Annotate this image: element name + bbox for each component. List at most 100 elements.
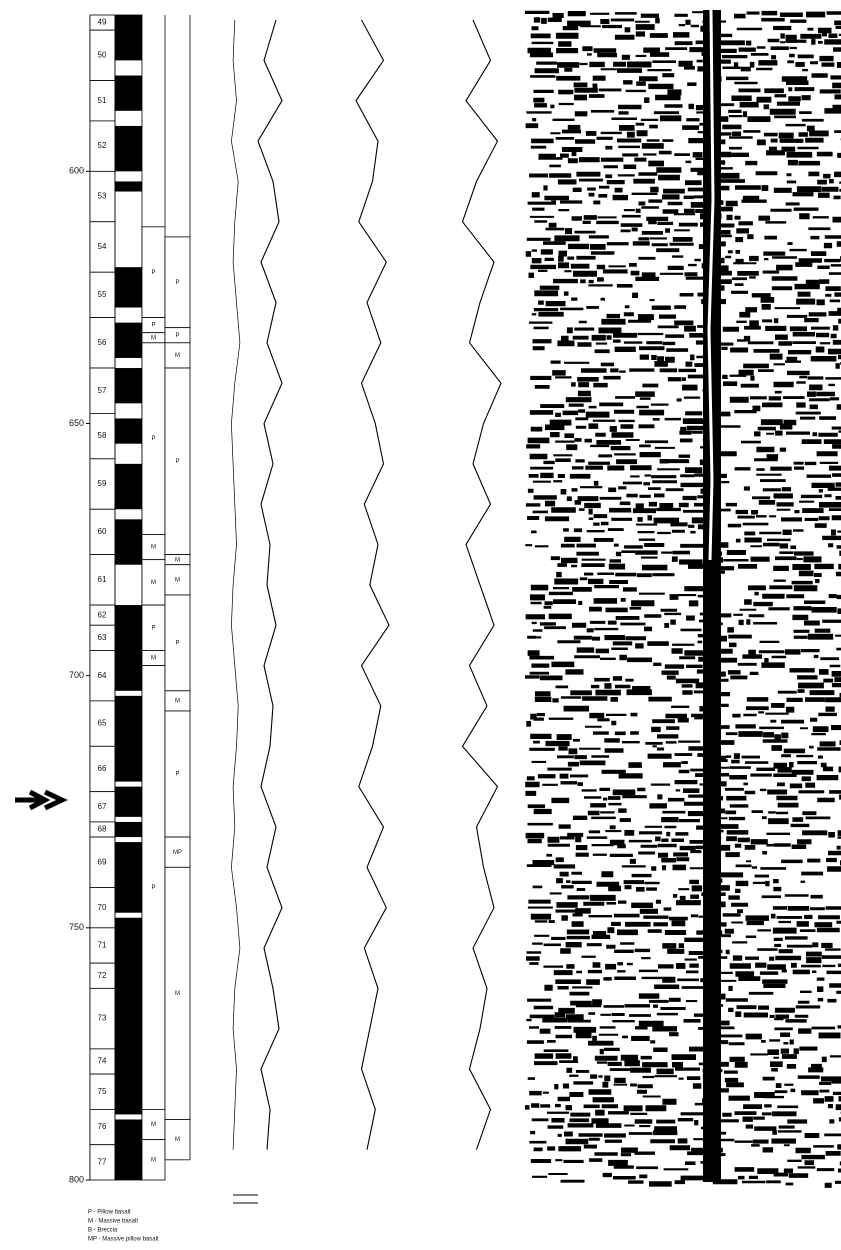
seismic-row xyxy=(526,1018,807,1027)
seismic-row xyxy=(577,389,835,397)
core-box xyxy=(89,80,116,122)
core-label: 56 xyxy=(98,338,107,347)
recovered-interval xyxy=(115,1119,142,1180)
recovered-interval xyxy=(115,842,142,913)
core-label: 49 xyxy=(98,18,107,27)
core-label: 51 xyxy=(98,96,107,105)
seismic-row xyxy=(565,396,840,403)
core-box xyxy=(89,508,116,556)
seismic-row xyxy=(525,1102,841,1112)
core-box xyxy=(89,1144,116,1181)
core-label: 67 xyxy=(98,802,107,811)
seismic-row xyxy=(533,304,841,314)
seismic-row xyxy=(538,157,821,167)
recovered-interval xyxy=(115,463,142,510)
core-label: 66 xyxy=(98,764,107,773)
lithology-unit xyxy=(164,367,191,556)
seismic-row xyxy=(550,556,822,565)
recovered-interval xyxy=(115,917,142,1115)
log-curve xyxy=(355,19,390,1150)
seismic-row xyxy=(525,787,841,796)
seismic-row xyxy=(529,745,841,755)
seismic-row xyxy=(533,325,839,334)
legend-entry: B - Breccia xyxy=(88,1228,118,1234)
lithology-label: M xyxy=(175,353,180,359)
seismic-row xyxy=(531,192,841,201)
seismic-row xyxy=(527,997,837,1006)
seismic-row xyxy=(559,871,824,878)
seismic-row xyxy=(532,339,841,347)
seismic-row xyxy=(576,550,841,557)
core-label: 68 xyxy=(98,825,107,834)
core-label: 64 xyxy=(98,671,107,680)
seismic-row xyxy=(528,899,749,908)
seismic-row xyxy=(534,1060,822,1069)
seismic-row xyxy=(553,969,841,977)
seismic-row xyxy=(529,1025,841,1034)
seismic-row xyxy=(527,633,841,642)
seismic-row xyxy=(530,731,826,740)
core-box xyxy=(89,120,116,172)
arrow xyxy=(15,789,68,811)
seismic-row xyxy=(550,360,841,369)
recovered-interval xyxy=(115,181,142,192)
seismic-row xyxy=(530,374,841,382)
core-box xyxy=(89,836,116,888)
core-label: 75 xyxy=(98,1087,107,1096)
seismic-row xyxy=(526,955,841,964)
seismic-row xyxy=(532,941,833,949)
lithology-label: P xyxy=(151,323,155,329)
seismic-band xyxy=(703,10,721,1182)
seismic-row xyxy=(555,976,825,985)
seismic-row xyxy=(530,465,841,473)
recovered-interval xyxy=(115,821,142,838)
depth-label: 800 xyxy=(69,1174,84,1184)
log-curve xyxy=(461,19,502,1150)
seismic-row xyxy=(527,836,841,846)
log-curve xyxy=(257,19,283,1150)
seismic-row xyxy=(528,269,841,278)
seismic-row xyxy=(527,486,841,495)
seismic-row xyxy=(525,612,809,621)
seismic-row xyxy=(593,521,827,530)
seismic-row xyxy=(543,458,839,466)
seismic-row xyxy=(531,759,827,769)
seismic-row xyxy=(531,136,841,146)
lithology-label: M xyxy=(151,656,156,662)
seismic-row xyxy=(546,850,841,858)
seismic-row xyxy=(532,346,841,355)
core-label: 65 xyxy=(98,719,107,728)
core-label: 62 xyxy=(98,610,107,619)
seismic-row xyxy=(560,1179,841,1188)
core-label: 74 xyxy=(98,1057,107,1066)
seismic-row xyxy=(529,52,834,62)
seismic-row xyxy=(530,584,818,592)
lithology-label: M xyxy=(151,1157,156,1163)
lithology-label: M xyxy=(151,1122,156,1128)
log-curve xyxy=(231,19,241,1150)
core-label: 61 xyxy=(98,575,107,584)
seismic-row xyxy=(538,297,841,307)
seismic-row xyxy=(532,507,841,515)
seismic-row xyxy=(527,801,799,809)
seismic-row xyxy=(534,290,841,298)
seismic-row xyxy=(529,171,841,181)
core-label: 72 xyxy=(98,971,107,980)
legend-entry: P - Pillow basalt xyxy=(88,1210,131,1216)
seismic-row xyxy=(532,626,831,634)
legend-entry: MP - Massive pillow basalt xyxy=(88,1237,159,1243)
recovered-interval xyxy=(115,605,142,691)
lithology-label: M xyxy=(151,580,156,586)
seismic-row xyxy=(531,311,841,321)
recovered-interval xyxy=(115,368,142,404)
seismic-row xyxy=(531,24,841,34)
seismic-row xyxy=(556,570,841,578)
core-box xyxy=(89,887,116,929)
seismic-row xyxy=(529,213,841,223)
seismic-row xyxy=(531,1116,841,1126)
lithology-label: M xyxy=(151,545,156,551)
seismic-row xyxy=(569,990,841,1000)
seismic-row xyxy=(532,1172,809,1181)
recovered-interval xyxy=(115,75,142,111)
core-box xyxy=(89,624,116,651)
